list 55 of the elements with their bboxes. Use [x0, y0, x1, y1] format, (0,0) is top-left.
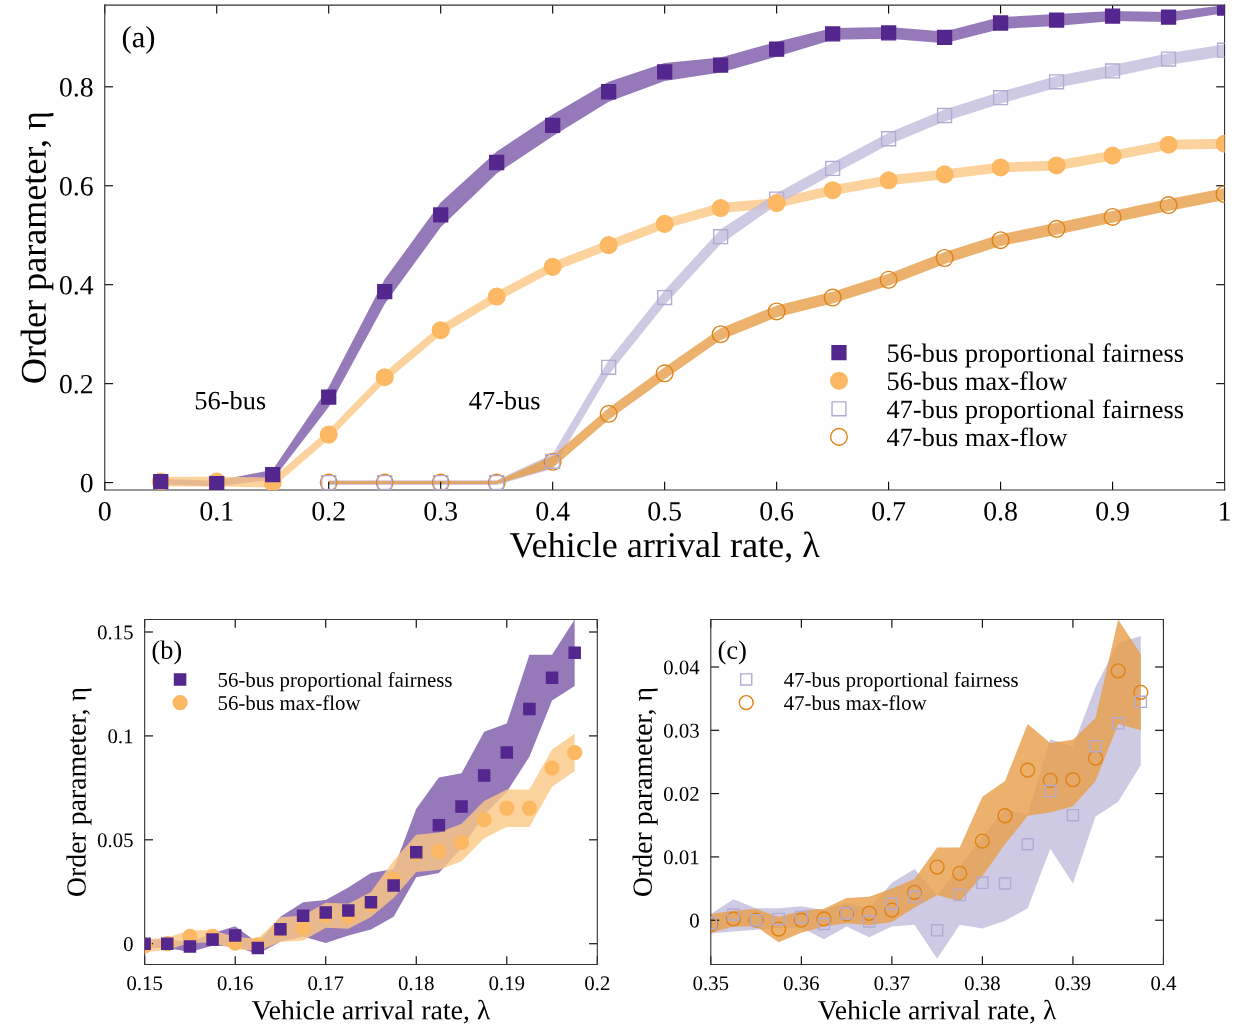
y-axis-title: Order parameter, η	[632, 688, 658, 896]
x-tick-label: 0.39	[1055, 976, 1091, 991]
x-tick-label: 0.36	[783, 976, 819, 991]
y-axis-title: Order parameter, η	[20, 112, 54, 383]
y-tick-label: 0.8	[59, 77, 93, 97]
y-tick-label: 0.6	[59, 176, 93, 196]
annotation: 56-bus	[195, 390, 266, 410]
x-tick-label: 0.8	[984, 501, 1017, 521]
y-tick-label: 0	[123, 937, 133, 952]
x-tick-label: 0.2	[585, 976, 610, 991]
x-tick-label: 0.37	[874, 976, 910, 991]
x-tick-label: 0.38	[964, 976, 1000, 991]
x-axis-title: Vehicle arrival rate, λ	[818, 999, 1057, 1024]
y-tick-label: 0.15	[97, 625, 133, 640]
x-tick-label: 0.35	[693, 976, 729, 991]
x-tick-label: 0.7	[872, 501, 906, 521]
legend-label: 56-bus proportional fairness	[887, 343, 1184, 368]
annotation: (b)	[152, 640, 182, 665]
x-tick-label: 0.1	[200, 501, 233, 521]
x-tick-label: 0.4	[536, 501, 570, 521]
legend-label: 56-bus proportional fairness	[218, 672, 452, 692]
x-tick-label: 0.4	[1151, 976, 1177, 991]
x-tick-label: 0.15	[127, 976, 163, 991]
legend-label: 56-bus max-flow	[887, 371, 1068, 391]
annotation: (a)	[122, 25, 155, 54]
annotation: 47-bus	[469, 390, 540, 410]
annotation: (c)	[718, 640, 746, 665]
y-tick-label: 0.03	[664, 723, 699, 738]
y-tick-label: 0	[80, 473, 93, 493]
y-tick-label: 0.2	[59, 374, 93, 394]
y-tick-label: 0.1	[108, 729, 133, 744]
x-axis-title: Vehicle arrival rate, λ	[251, 999, 491, 1024]
y-tick-label: 0.02	[664, 786, 699, 802]
x-tick-label: 0.6	[760, 501, 794, 521]
x-tick-label: 0.3	[424, 501, 457, 521]
legend-label: 47-bus proportional fairness	[886, 399, 1184, 424]
y-tick-label: 0	[690, 913, 699, 928]
x-tick-label: 0.5	[648, 501, 681, 521]
y-tick-label: 0.4	[59, 275, 94, 295]
y-tick-label: 0.01	[664, 850, 699, 865]
x-tick-label: 0.2	[312, 501, 345, 521]
x-tick-label: 0.17	[308, 976, 344, 991]
x-tick-label: 0.9	[1096, 501, 1129, 521]
legend-label: 47-bus proportional fairness	[784, 672, 1018, 692]
y-axis-title: Order parameter, η	[66, 688, 92, 896]
y-tick-label: 0.04	[664, 660, 700, 675]
legend-label: 47-bus max-flow	[886, 427, 1068, 447]
y-tick-label: 0.05	[97, 833, 133, 848]
legend-label: 56-bus max-flow	[218, 695, 361, 711]
x-tick-label: 0.16	[217, 976, 253, 991]
x-tick-label: 1	[1220, 502, 1230, 521]
legend-label: 47-bus max-flow	[784, 695, 927, 711]
x-axis-title: Vehicle arrival rate, λ	[509, 531, 820, 563]
x-tick-label: 0.18	[398, 976, 434, 991]
x-tick-label: 0.19	[489, 976, 525, 991]
